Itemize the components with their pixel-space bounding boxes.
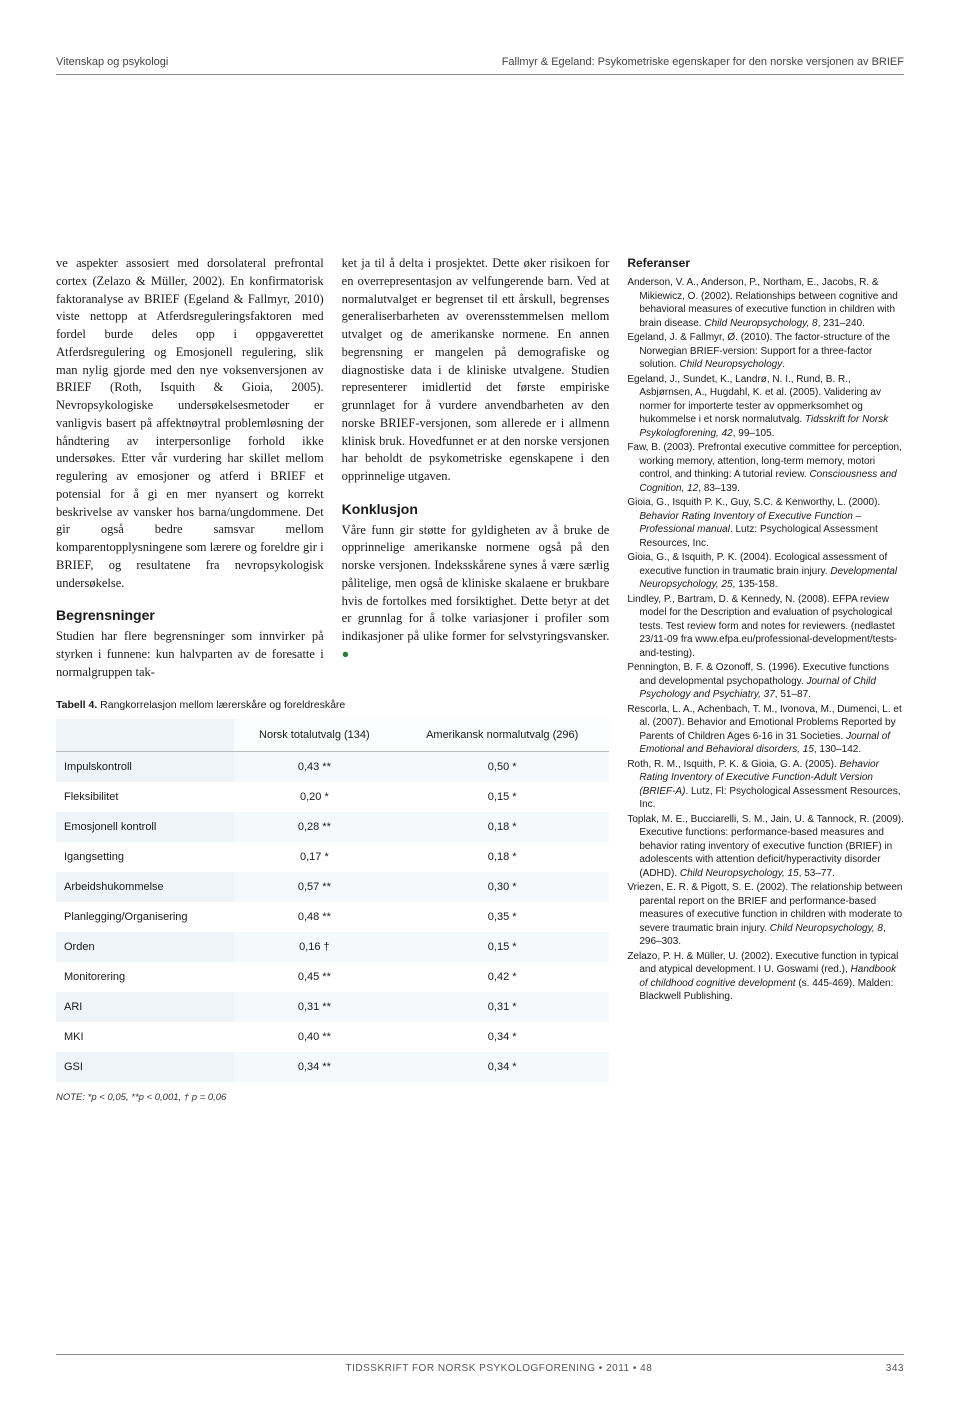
body-para: Våre funn gir støtte for gyldigheten av …: [342, 522, 610, 664]
body-para: ket ja til å delta i prosjektet. Dette ø…: [342, 255, 610, 486]
main-content: ve aspekter assosiert med dorsolateral p…: [56, 255, 904, 1103]
body-text-columns: ve aspekter assosiert med dorsolateral p…: [56, 255, 609, 681]
table-row: Fleksibilitet0,20 *0,15 *: [56, 782, 609, 812]
row-label: ARI: [56, 992, 234, 1022]
references-column: Referanser Anderson, V. A., Anderson, P.…: [627, 255, 904, 1103]
body-para: Studien har flere begrensninger som innv…: [56, 628, 324, 681]
row-value-amerikansk: 0,42 *: [395, 962, 609, 992]
row-value-norsk: 0,40 **: [234, 1022, 395, 1052]
row-value-norsk: 0,31 **: [234, 992, 395, 1022]
row-value-norsk: 0,20 *: [234, 782, 395, 812]
reference-item: Rescorla, L. A., Achenbach, T. M., Ivono…: [627, 703, 904, 757]
reference-item: Roth, R. M., Isquith, P. K. & Gioia, G. …: [627, 758, 904, 812]
table-row: Arbeidshukommelse0,57 **0,30 *: [56, 872, 609, 902]
correlation-table: Norsk totalutvalg (134) Amerikansk norma…: [56, 719, 609, 1082]
table-row: Impulskontroll0,43 **0,50 *: [56, 752, 609, 783]
footer-page-number: 343: [886, 1363, 904, 1374]
row-value-norsk: 0,16 †: [234, 932, 395, 962]
row-label: MKI: [56, 1022, 234, 1052]
reference-item: Faw, B. (2003). Prefrontal executive com…: [627, 441, 904, 495]
table-row: Monitorering0,45 **0,42 *: [56, 962, 609, 992]
reference-item: Vriezen, E. R. & Pigott, S. E. (2002). T…: [627, 881, 904, 949]
col-2: ket ja til å delta i prosjektet. Dette ø…: [342, 255, 610, 681]
page-footer: TIDSSKRIFT FOR NORSK PSYKOLOGFORENING • …: [56, 1354, 904, 1374]
row-label: Arbeidshukommelse: [56, 872, 234, 902]
row-value-amerikansk: 0,30 *: [395, 872, 609, 902]
row-value-amerikansk: 0,15 *: [395, 932, 609, 962]
header-left: Vitenskap og psykologi: [56, 56, 168, 68]
reference-item: Toplak, M. E., Bucciarelli, S. M., Jain,…: [627, 813, 904, 881]
table-note: NOTE: *p < 0,05, **p < 0,001, † p = 0,06: [56, 1092, 609, 1103]
table-4: Tabell 4. Rangkorrelasjon mellom lærersk…: [56, 699, 609, 1103]
row-value-norsk: 0,17 *: [234, 842, 395, 872]
row-value-amerikansk: 0,31 *: [395, 992, 609, 1022]
row-value-amerikansk: 0,35 *: [395, 902, 609, 932]
row-label: Orden: [56, 932, 234, 962]
table-row: Igangsetting0,17 *0,18 *: [56, 842, 609, 872]
row-value-norsk: 0,43 **: [234, 752, 395, 783]
row-value-amerikansk: 0,34 *: [395, 1052, 609, 1082]
reference-item: Anderson, V. A., Anderson, P., Northam, …: [627, 276, 904, 330]
subhead-konklusjon: Konklusjon: [342, 500, 610, 520]
row-value-norsk: 0,57 **: [234, 872, 395, 902]
table-row: ARI0,31 **0,31 *: [56, 992, 609, 1022]
footer-journal: TIDSSKRIFT FOR NORSK PSYKOLOGFORENING • …: [346, 1363, 653, 1374]
row-value-amerikansk: 0,15 *: [395, 782, 609, 812]
table-row: GSI0,34 **0,34 *: [56, 1052, 609, 1082]
row-value-norsk: 0,45 **: [234, 962, 395, 992]
subhead-begrensninger: Begrensninger: [56, 606, 324, 626]
th-norsk: Norsk totalutvalg (134): [234, 719, 395, 752]
row-value-amerikansk: 0,50 *: [395, 752, 609, 783]
reference-item: Lindley, P., Bartram, D. & Kennedy, N. (…: [627, 593, 904, 661]
row-label: Igangsetting: [56, 842, 234, 872]
th-amerikansk: Amerikansk normalutvalg (296): [395, 719, 609, 752]
reference-item: Gioia, G., & Isquith, P. K. (2004). Ecol…: [627, 551, 904, 592]
references-heading: Referanser: [627, 255, 904, 272]
row-value-norsk: 0,28 **: [234, 812, 395, 842]
row-label: Monitorering: [56, 962, 234, 992]
end-dot-icon: ●: [342, 647, 350, 661]
row-value-amerikansk: 0,18 *: [395, 842, 609, 872]
table-row: Planlegging/Organisering0,48 **0,35 *: [56, 902, 609, 932]
row-value-norsk: 0,48 **: [234, 902, 395, 932]
row-label: Impulskontroll: [56, 752, 234, 783]
reference-item: Pennington, B. F. & Ozonoff, S. (1996). …: [627, 661, 904, 702]
row-label: GSI: [56, 1052, 234, 1082]
table-row: Emosjonell kontroll0,28 **0,18 *: [56, 812, 609, 842]
table-caption: Tabell 4. Rangkorrelasjon mellom lærersk…: [56, 699, 609, 711]
body-para: ve aspekter assosiert med dorsolateral p…: [56, 255, 324, 592]
reference-item: Egeland, J. & Fallmyr, Ø. (2010). The fa…: [627, 331, 904, 372]
running-header: Vitenskap og psykologi Fallmyr & Egeland…: [56, 56, 904, 75]
table-row: Orden0,16 †0,15 *: [56, 932, 609, 962]
table-row: MKI0,40 **0,34 *: [56, 1022, 609, 1052]
row-label: Emosjonell kontroll: [56, 812, 234, 842]
reference-item: Gioia, G., Isquith P. K., Guy, S.C. & Ke…: [627, 496, 904, 550]
row-label: Fleksibilitet: [56, 782, 234, 812]
header-right: Fallmyr & Egeland: Psykometriske egenska…: [502, 56, 904, 68]
reference-item: Zelazo, P. H. & Müller, U. (2002). Execu…: [627, 950, 904, 1004]
row-value-amerikansk: 0,34 *: [395, 1022, 609, 1052]
reference-item: Egeland, J., Sundet, K., Landrø, N. I., …: [627, 373, 904, 441]
references-list: Anderson, V. A., Anderson, P., Northam, …: [627, 276, 904, 1004]
row-value-amerikansk: 0,18 *: [395, 812, 609, 842]
row-label: Planlegging/Organisering: [56, 902, 234, 932]
row-value-norsk: 0,34 **: [234, 1052, 395, 1082]
th-label: [56, 719, 234, 752]
col-1: ve aspekter assosiert med dorsolateral p…: [56, 255, 324, 681]
